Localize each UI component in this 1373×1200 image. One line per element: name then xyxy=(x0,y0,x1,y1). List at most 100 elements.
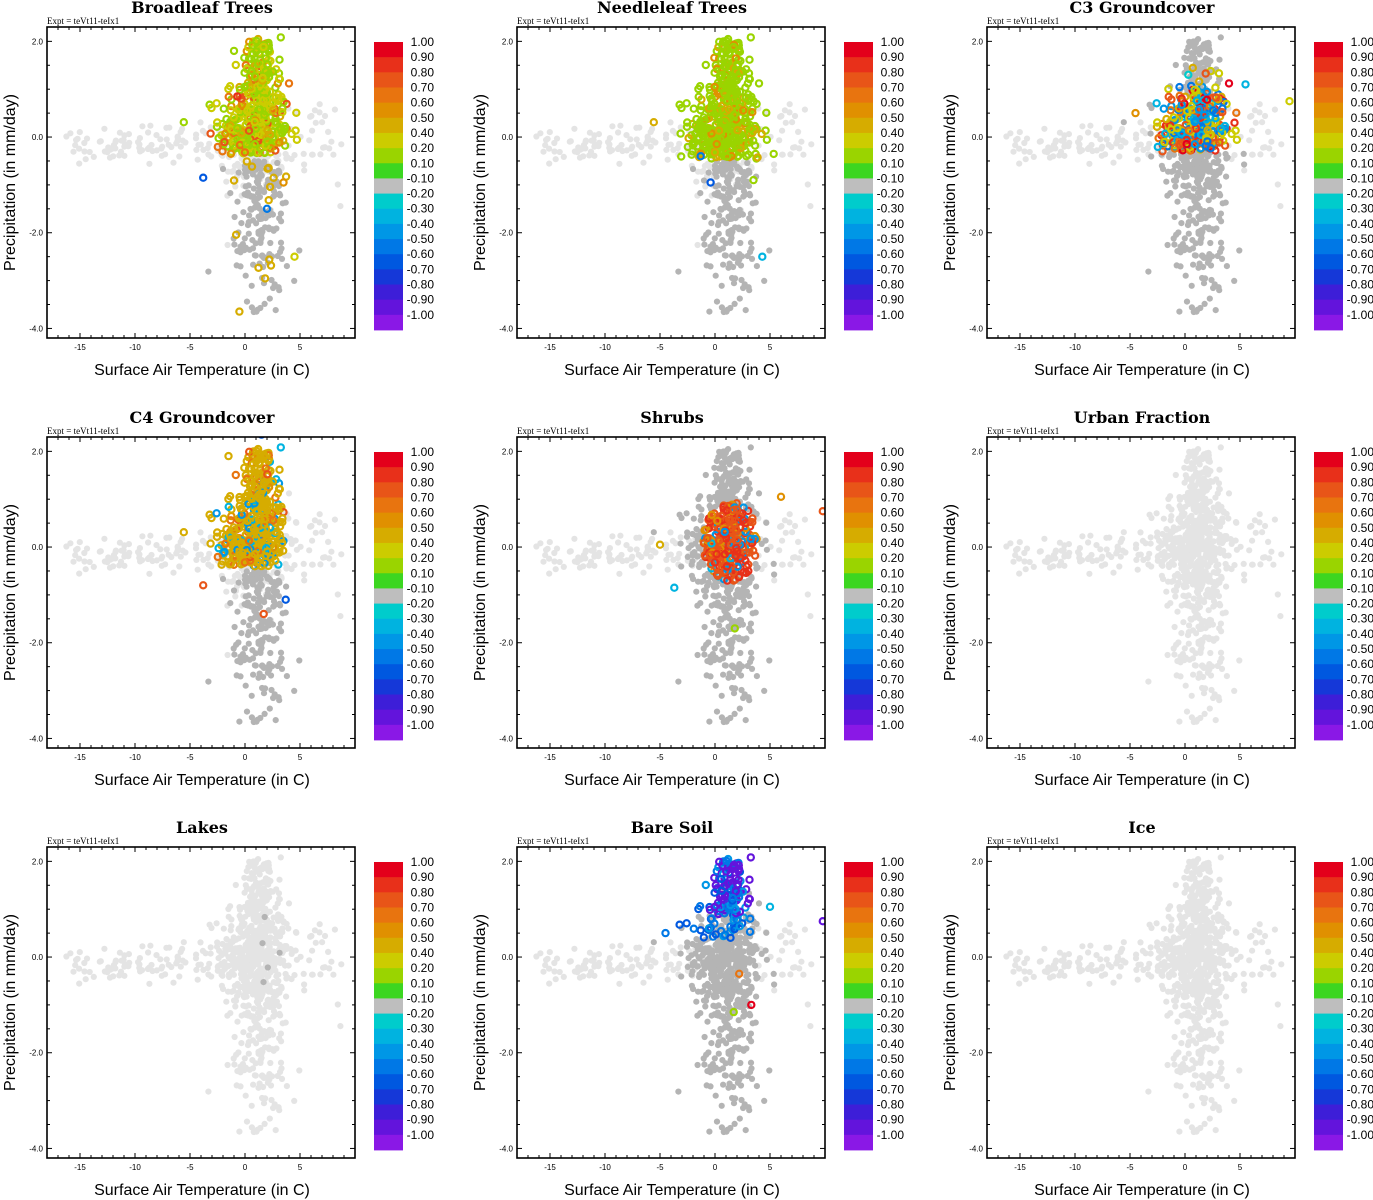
colorbar-swatch xyxy=(374,618,403,635)
data-point xyxy=(1202,275,1209,282)
data-point xyxy=(699,113,709,122)
data-point xyxy=(669,127,677,134)
data-point xyxy=(741,527,750,537)
data-point xyxy=(257,166,264,173)
data-point xyxy=(748,655,755,662)
colorbar-label: -0.70 xyxy=(1347,262,1373,276)
colorbar-swatch xyxy=(1314,239,1343,255)
data-point xyxy=(590,136,597,143)
data-point xyxy=(753,153,762,162)
data-point xyxy=(106,564,114,571)
data-point xyxy=(276,625,283,632)
data-point xyxy=(712,593,719,600)
data-point xyxy=(720,139,730,149)
data-point xyxy=(737,239,744,247)
data-point xyxy=(734,46,743,56)
data-point xyxy=(742,307,749,314)
data-point xyxy=(106,154,114,161)
data-point xyxy=(1213,225,1220,232)
data-point xyxy=(689,165,697,173)
data-point xyxy=(270,584,277,591)
colorbar-swatch xyxy=(374,482,403,498)
colorbar-swatch xyxy=(844,87,873,104)
data-point xyxy=(744,662,751,670)
data-point xyxy=(272,307,279,314)
data-point xyxy=(257,576,264,583)
data-point xyxy=(1241,80,1250,89)
data-point xyxy=(1122,139,1129,146)
data-point xyxy=(704,658,711,665)
data-point xyxy=(677,534,684,541)
data-point xyxy=(1215,138,1224,147)
data-point xyxy=(166,124,173,131)
data-point xyxy=(260,571,267,578)
colorbar-swatch xyxy=(374,72,403,88)
data-point xyxy=(76,555,83,562)
data-point xyxy=(746,33,756,42)
data-point xyxy=(145,539,152,546)
data-point xyxy=(777,523,784,530)
data-point xyxy=(266,251,273,258)
data-point xyxy=(1086,160,1093,167)
colorbar-label: -0.70 xyxy=(407,262,435,276)
data-point xyxy=(1154,133,1163,143)
data-point xyxy=(263,619,270,626)
data-point xyxy=(1191,73,1199,80)
data-point xyxy=(1166,106,1175,115)
data-point xyxy=(177,143,184,150)
data-point xyxy=(233,123,242,133)
data-point xyxy=(733,547,742,556)
colorbar-swatch xyxy=(374,603,403,620)
data-point xyxy=(1174,248,1181,255)
data-point xyxy=(1218,104,1227,113)
data-point xyxy=(273,79,282,88)
data-point xyxy=(789,529,796,536)
colorbar-swatch xyxy=(374,664,403,680)
colorbar-label: 0.50 xyxy=(881,111,905,125)
data-point xyxy=(1183,298,1191,305)
colorbar-label: 0.60 xyxy=(411,506,435,520)
data-point xyxy=(206,550,213,557)
data-point xyxy=(704,248,711,255)
colorbar-swatch xyxy=(844,132,873,149)
data-point xyxy=(606,141,613,148)
data-point xyxy=(168,143,175,151)
data-point xyxy=(1041,125,1048,132)
data-point xyxy=(729,252,736,259)
colorbar-label: 0.90 xyxy=(411,460,435,474)
data-point xyxy=(576,564,584,571)
data-point xyxy=(255,159,262,166)
data-point xyxy=(316,101,323,108)
colorbar-swatch xyxy=(1314,254,1343,270)
data-point xyxy=(707,129,716,138)
data-point xyxy=(1181,235,1188,242)
x-tick-label: 0 xyxy=(713,343,718,352)
data-point xyxy=(214,543,223,553)
data-point xyxy=(1085,129,1092,136)
data-point xyxy=(319,119,326,126)
data-point xyxy=(1206,251,1213,258)
data-point xyxy=(259,95,268,105)
data-point xyxy=(1161,129,1170,138)
data-point xyxy=(771,167,778,174)
data-point xyxy=(312,119,319,126)
colorbar-label: 0.20 xyxy=(881,141,905,155)
data-point xyxy=(254,716,261,724)
data-point xyxy=(1192,240,1199,247)
data-point xyxy=(306,137,313,144)
data-point xyxy=(1148,104,1155,112)
data-point xyxy=(242,682,249,689)
colorbar-swatch xyxy=(374,558,403,574)
data-point xyxy=(546,570,553,577)
data-point xyxy=(763,519,770,526)
data-point xyxy=(274,159,281,167)
data-point xyxy=(207,124,214,131)
data-point xyxy=(690,515,697,522)
data-point xyxy=(782,119,789,126)
data-point xyxy=(715,640,722,647)
data-point xyxy=(252,457,261,466)
data-point xyxy=(229,113,238,122)
data-point xyxy=(317,151,324,158)
data-point xyxy=(734,669,742,676)
data-point xyxy=(206,140,213,147)
